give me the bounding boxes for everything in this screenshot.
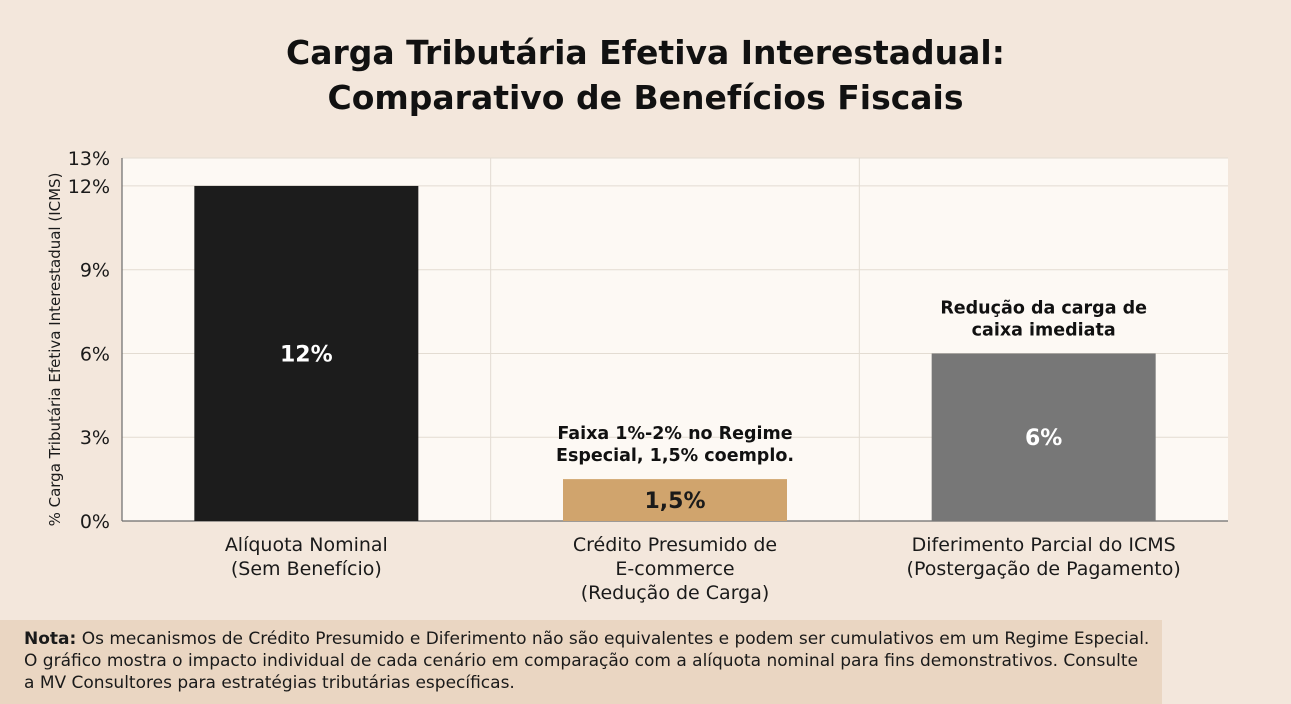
x-tick-label: Alíquota Nominal	[225, 534, 388, 556]
bar	[563, 479, 787, 521]
y-tick-label: 13%	[68, 148, 110, 170]
x-tick-label: (Postergação de Pagamento)	[907, 558, 1181, 580]
bar-annotation: caixa imediata	[972, 320, 1116, 340]
x-tick-label: Crédito Presumido de	[573, 534, 777, 556]
footnote-label: Nota:	[24, 629, 77, 649]
chart-title-line-1: Carga Tributária Efetiva Interestadual:	[286, 33, 1005, 72]
bar-annotation: Faixa 1%-2% no Regime	[557, 424, 792, 444]
bar-chart: 0% 3% 6% 9% 12% 13% 12% Alíquota Nominal(Sem Be…	[46, 148, 1228, 604]
y-tick-label: 0%	[80, 511, 110, 533]
y-tick-label: 12%	[68, 176, 110, 198]
y-tick-label: 3%	[80, 427, 110, 449]
y-axis-label: % Carga Tributária Efetiva Interestadual…	[46, 173, 64, 527]
bar-value-label: 1,5%	[644, 489, 705, 514]
y-tick-label: 6%	[80, 343, 110, 365]
bar-value-label: 6%	[1025, 426, 1062, 451]
bar-value-label: 12%	[280, 342, 333, 367]
bar-annotation: Especial, 1,5% coemplo.	[556, 446, 794, 466]
chart-title: Carga Tributária Efetiva Interestadual: …	[0, 30, 1291, 120]
bar-annotation: Redução da carga de	[940, 298, 1147, 318]
chart-title-line-2: Comparativo de Benefícios Fiscais	[327, 78, 964, 117]
x-tick-label: (Redução de Carga)	[581, 582, 770, 604]
x-tick-label: Diferimento Parcial do ICMS	[912, 534, 1176, 556]
footnote: Nota: Os mecanismos de Crédito Presumido…	[0, 620, 1162, 704]
x-tick-label: (Sem Benefício)	[231, 558, 382, 580]
footnote-text: Os mecanismos de Crédito Presumido e Dif…	[24, 629, 1150, 693]
bar	[931, 353, 1156, 521]
y-tick-label: 9%	[80, 260, 110, 282]
bar	[194, 185, 419, 521]
x-tick-label: E-commerce	[615, 558, 734, 580]
